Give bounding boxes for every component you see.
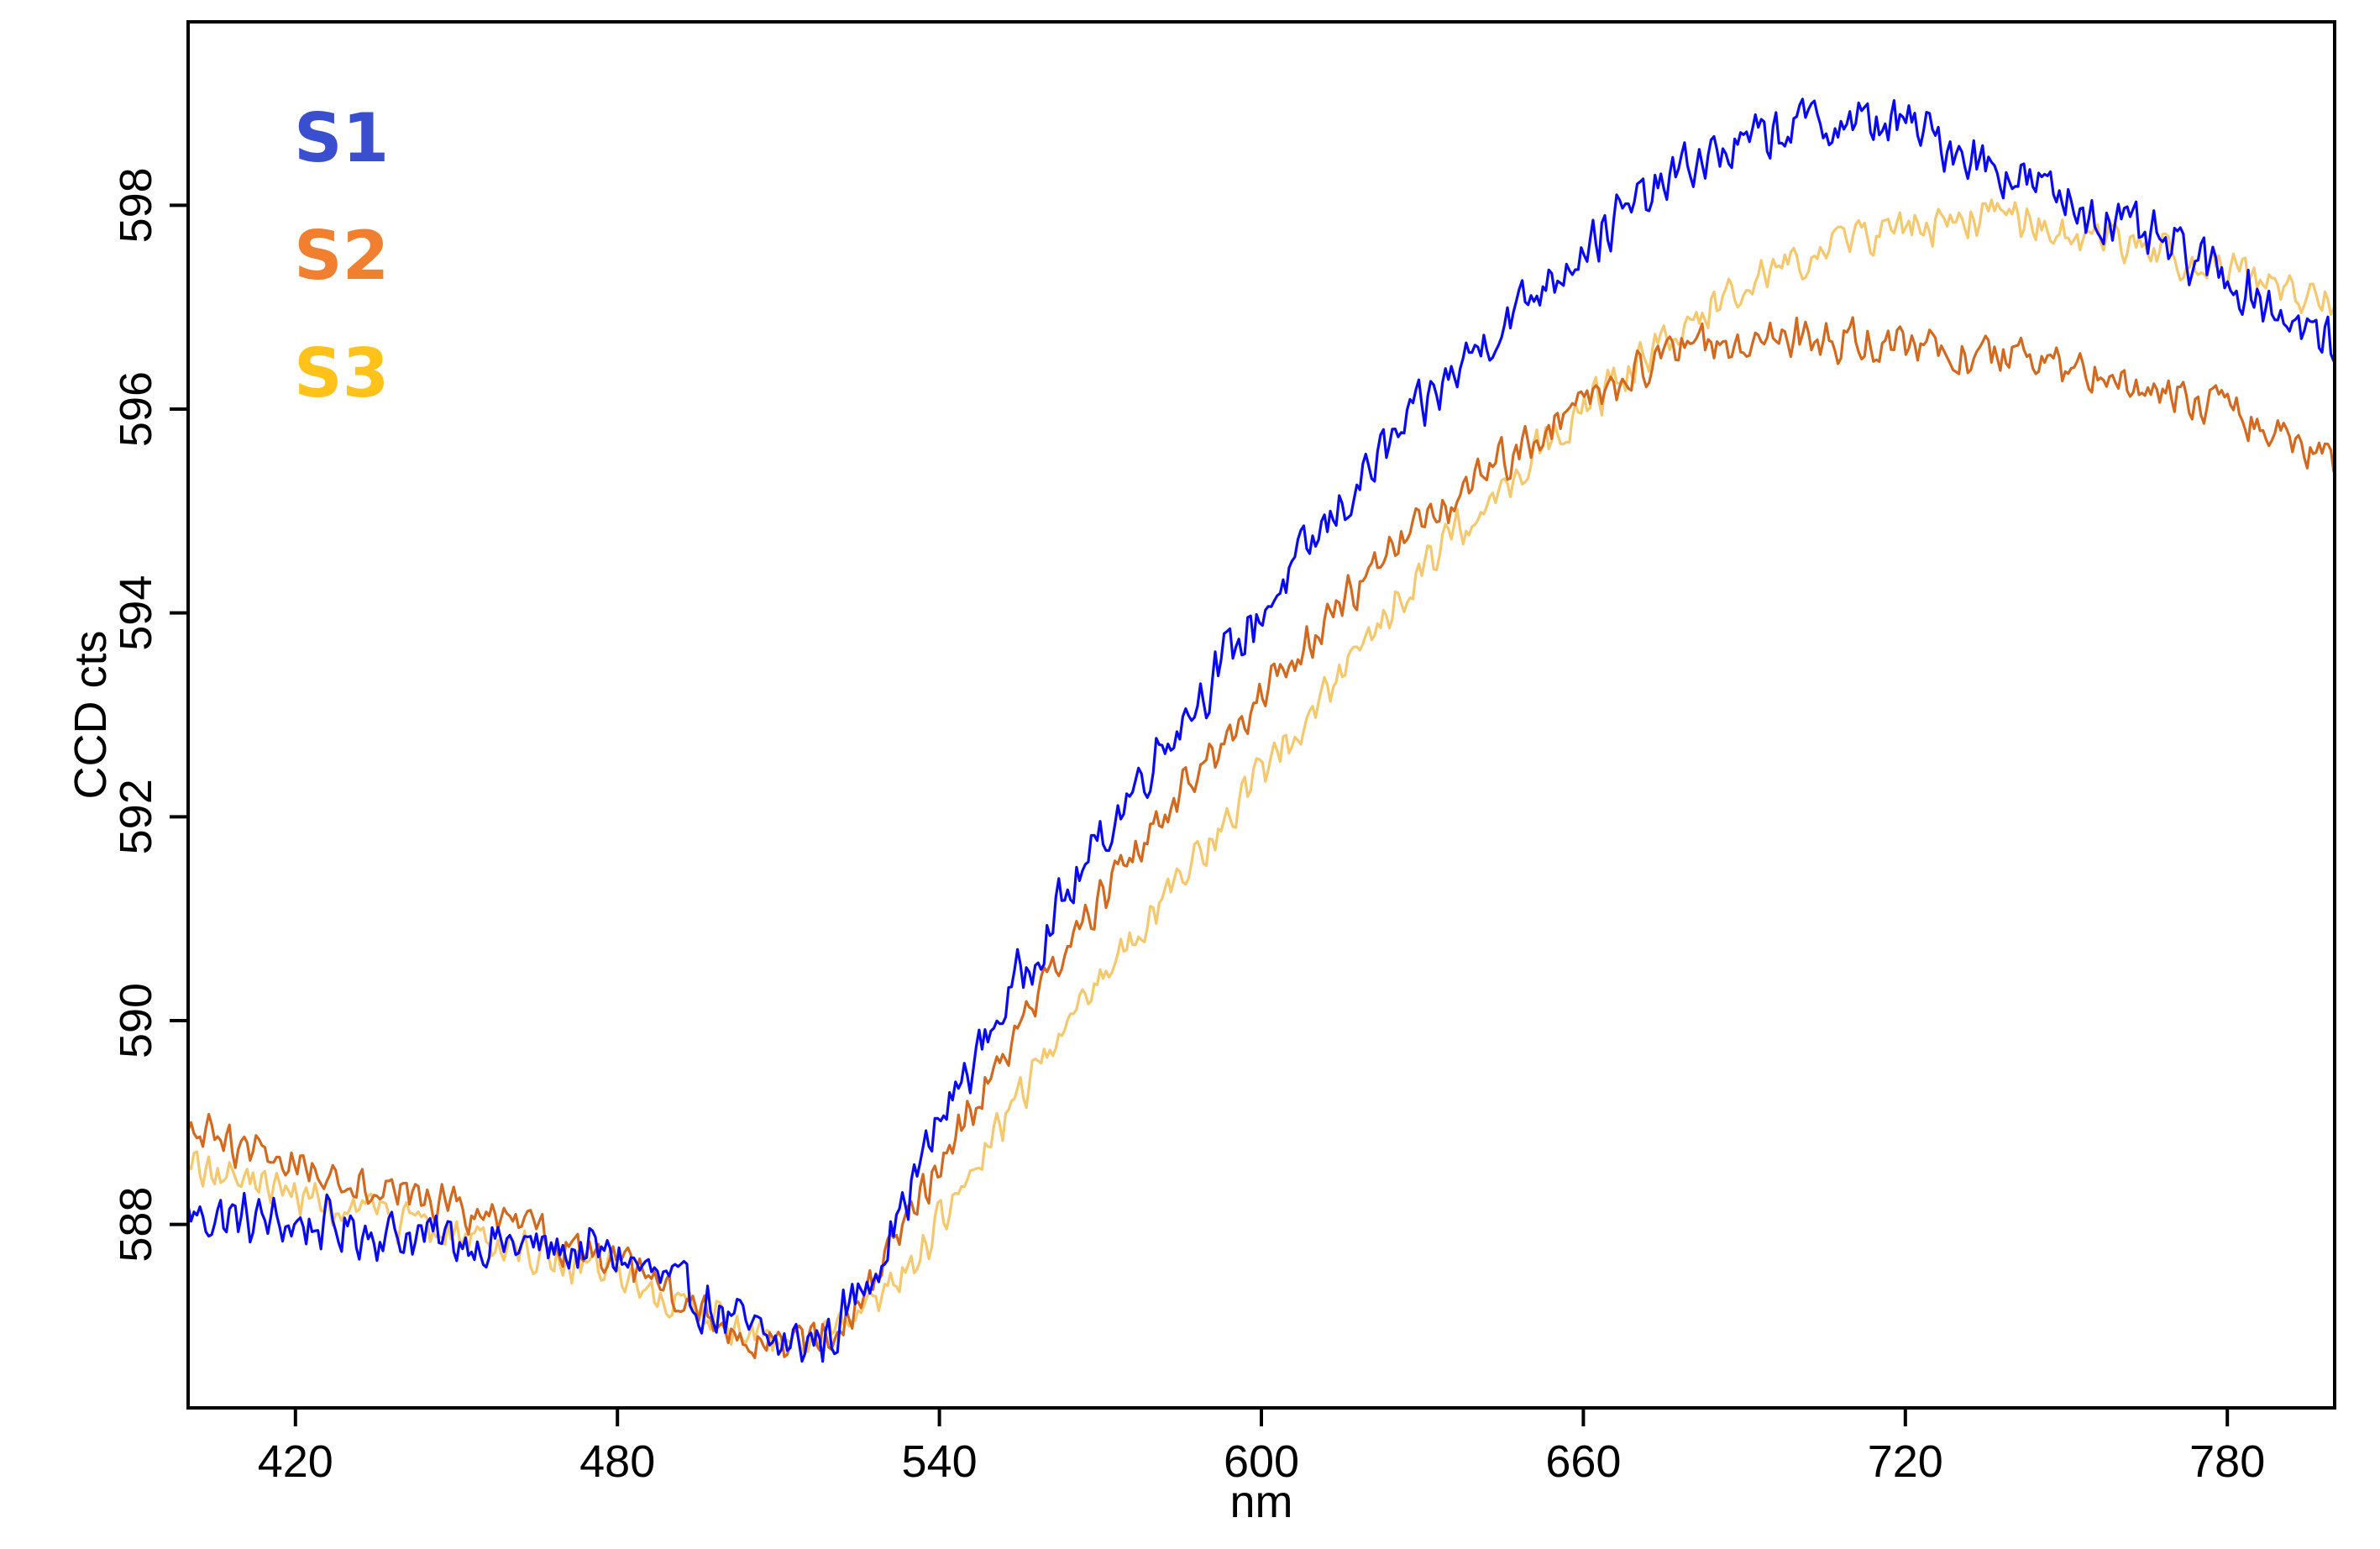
x-axis-title: nm: [1229, 1477, 1292, 1527]
x-tick-label: 480: [579, 1436, 655, 1487]
plot-frame: [186, 20, 2336, 1410]
y-tick-label: 588: [111, 1187, 161, 1263]
x-tick-label: 660: [1545, 1436, 1621, 1487]
y-axis-title: CCD cts: [66, 631, 116, 800]
legend-label-s2: S2: [294, 217, 389, 295]
x-tick-label: 540: [902, 1436, 978, 1487]
y-tick-label: 596: [111, 371, 161, 447]
legend: S1 S2 S3: [294, 99, 389, 412]
series-line-s3: [188, 198, 2335, 1355]
x-tick-label: 720: [1868, 1436, 1943, 1487]
y-axis: 588 590 592 594 596 598: [111, 167, 188, 1263]
y-tick-label: 590: [111, 983, 161, 1058]
series-line-s1: [188, 97, 2335, 1363]
y-tick-label: 598: [111, 167, 161, 243]
x-axis: 420 480 540 600 660 720 780: [258, 1408, 2265, 1487]
x-tick-label: 600: [1224, 1436, 1299, 1487]
y-tick-label: 592: [111, 779, 161, 854]
legend-label-s1: S1: [294, 99, 389, 177]
series-layer: [188, 97, 2335, 1363]
x-tick-label: 780: [2189, 1436, 2265, 1487]
series-line-s2: [188, 316, 2335, 1359]
x-tick-label: 420: [258, 1436, 333, 1487]
y-tick-label: 594: [111, 575, 161, 651]
legend-label-s3: S3: [294, 334, 389, 412]
